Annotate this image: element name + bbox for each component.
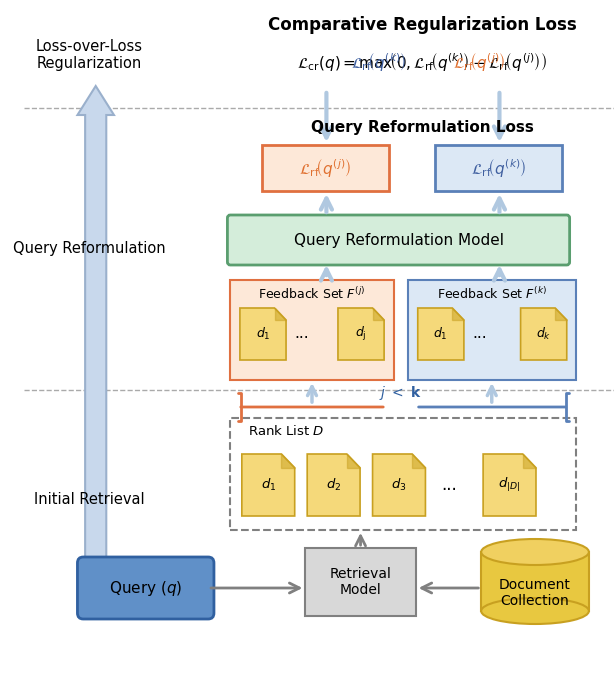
Ellipse shape — [481, 539, 589, 565]
Text: Feedback Set $\mathit{F}^{(j)}$: Feedback Set $\mathit{F}^{(j)}$ — [258, 286, 366, 302]
Ellipse shape — [481, 598, 589, 624]
Polygon shape — [77, 86, 114, 575]
Text: $d_2$: $d_2$ — [326, 477, 341, 493]
Text: $d_3$: $d_3$ — [391, 477, 406, 493]
Text: Feedback Set $\mathit{F}^{(k)}$: Feedback Set $\mathit{F}^{(k)}$ — [437, 286, 547, 302]
Text: Retrieval
Model: Retrieval Model — [330, 567, 392, 597]
Bar — [481, 552, 589, 611]
Polygon shape — [281, 454, 295, 468]
Text: $\mathcal{L}_{\mathrm{rf}}\!\left(q^{(k)}\right)$: $\mathcal{L}_{\mathrm{rf}}\!\left(q^{(k)… — [471, 157, 526, 179]
Text: $d_k$: $d_k$ — [536, 326, 551, 342]
Text: Query $(q)$: Query $(q)$ — [109, 578, 182, 597]
Text: Rank List $D$: Rank List $D$ — [248, 424, 324, 438]
Polygon shape — [338, 308, 384, 360]
FancyBboxPatch shape — [227, 215, 570, 265]
Polygon shape — [240, 308, 286, 360]
Bar — [230, 418, 577, 530]
Text: $\mathit{j}\ <\ \mathbf{k}$: $\mathit{j}\ <\ \mathbf{k}$ — [379, 384, 422, 402]
Bar — [305, 548, 416, 616]
Bar — [230, 280, 394, 380]
Text: Query Reformulation Model: Query Reformulation Model — [293, 233, 503, 247]
Text: $\mathcal{L}_{\mathrm{rf}}\!\left(q^{(j)}\right)$: $\mathcal{L}_{\mathrm{rf}}\!\left(q^{(j)… — [299, 157, 352, 179]
Text: Initial Retrieval: Initial Retrieval — [34, 492, 144, 508]
Polygon shape — [373, 454, 426, 516]
Polygon shape — [373, 308, 384, 320]
Text: Document
Collection: Document Collection — [499, 578, 571, 608]
Polygon shape — [555, 308, 567, 320]
Text: Query Reformulation: Query Reformulation — [13, 241, 165, 256]
Text: $d_{|D|}$: $d_{|D|}$ — [499, 476, 521, 494]
Text: Comparative Regularization Loss: Comparative Regularization Loss — [268, 16, 577, 34]
Text: ...: ... — [441, 476, 457, 494]
Polygon shape — [523, 454, 536, 468]
Text: ...: ... — [472, 327, 486, 342]
Text: $d_\mathrm{j}$: $d_\mathrm{j}$ — [356, 325, 367, 343]
Text: $\mathcal{L}_{\mathrm{rf}}\!\left(q^{(j)}\right)$: $\mathcal{L}_{\mathrm{rf}}\!\left(q^{(j)… — [453, 51, 505, 73]
Polygon shape — [412, 454, 426, 468]
Polygon shape — [483, 454, 536, 516]
Text: $\mathcal{L}_{\mathrm{cr}}(q) = \max\!\left(0,\mathcal{L}_{\mathrm{rf}}\!\left(q: $\mathcal{L}_{\mathrm{cr}}(q) = \max\!\l… — [297, 51, 548, 73]
Bar — [435, 145, 562, 191]
Text: $d_1$: $d_1$ — [260, 477, 276, 493]
Text: $\mathcal{L}_{\mathrm{rf}}\!\left(q^{(k)}\right)$: $\mathcal{L}_{\mathrm{rf}}\!\left(q^{(k)… — [351, 51, 406, 73]
Text: Query Reformulation Loss: Query Reformulation Loss — [311, 120, 534, 135]
Text: Loss-over-Loss
Regularization: Loss-over-Loss Regularization — [36, 39, 142, 71]
Bar — [262, 145, 389, 191]
Polygon shape — [274, 308, 286, 320]
Polygon shape — [347, 454, 360, 468]
Polygon shape — [453, 308, 464, 320]
Polygon shape — [242, 454, 295, 516]
Polygon shape — [418, 308, 464, 360]
Polygon shape — [307, 454, 360, 516]
Bar — [408, 280, 577, 380]
Text: ...: ... — [294, 327, 309, 342]
FancyBboxPatch shape — [77, 557, 214, 619]
Text: $d_1$: $d_1$ — [433, 326, 448, 342]
Text: $d_1$: $d_1$ — [255, 326, 270, 342]
Polygon shape — [521, 308, 567, 360]
